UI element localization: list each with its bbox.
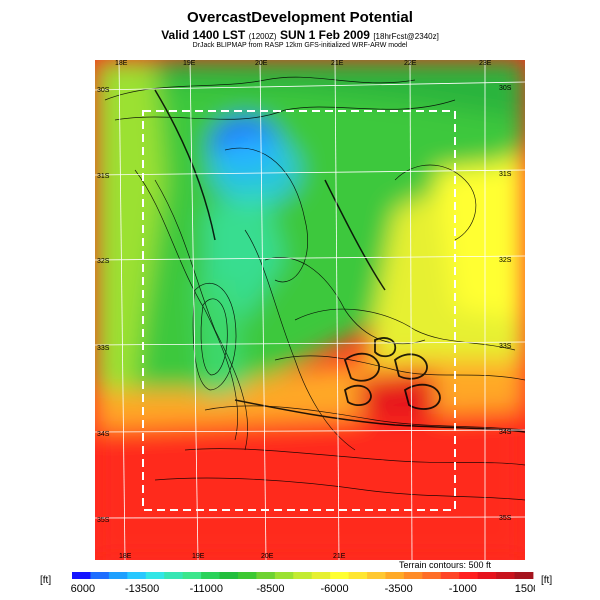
lon-label: 18E: [119, 553, 132, 560]
lat-label: 34S: [97, 431, 110, 438]
lat-label: 31S: [97, 173, 110, 180]
legend-swatch: [385, 572, 405, 579]
lon-label: 20E: [255, 60, 268, 67]
legend-swatch: [311, 572, 331, 579]
lat-label: 30S: [499, 85, 512, 92]
valid-code: (1200Z): [248, 32, 277, 41]
legend-swatch: [403, 572, 423, 579]
lat-label: 35S: [97, 517, 110, 524]
legend-swatch: [348, 572, 368, 579]
legend-tick-label: -1000: [449, 583, 477, 595]
valid-label: Valid 1400 LST: [161, 28, 246, 42]
legend-unit-right: [ft]: [541, 575, 553, 586]
legend-swatch: [237, 572, 257, 579]
lat-label: 32S: [499, 257, 512, 264]
legend-swatch: [90, 572, 110, 579]
legend-swatch: [219, 572, 239, 579]
lon-label: 22E: [404, 60, 417, 67]
lon-label: 18E: [115, 60, 128, 67]
lat-lon-grid: [95, 60, 525, 560]
lon-label: 23E: [479, 60, 492, 67]
lat-label: 35S: [499, 515, 512, 522]
legend-tick-label: -8500: [256, 583, 284, 595]
legend-tick-label: -13500: [125, 583, 159, 595]
forecast-code: [18hrFcst@2340z]: [373, 32, 439, 41]
lat-labels-left: 30S 31S 32S 33S 34S 35S: [97, 87, 110, 524]
legend-tick-label: -11000: [190, 583, 223, 595]
legend-swatch: [440, 572, 460, 579]
lat-label: 31S: [499, 171, 512, 178]
map-title: OvercastDevelopment Potential: [187, 9, 413, 26]
forecast-map: 18E 19E 20E 21E 22E 23E 18E 19E 20E 21E …: [95, 60, 525, 560]
legend-swatch: [127, 572, 147, 579]
legend-swatch: [72, 572, 91, 579]
legend-tick-label: -6000: [321, 583, 349, 595]
lat-label: 33S: [499, 343, 512, 350]
lon-label: 21E: [333, 553, 346, 560]
lon-label: 19E: [183, 60, 196, 67]
lon-label: 21E: [331, 60, 344, 67]
forecast-field: [95, 60, 525, 560]
legend-swatch: [108, 572, 128, 579]
terrain-contours: [104, 76, 525, 501]
inner-domain-boundary: [142, 110, 456, 511]
legend-tick-label: 1500: [515, 583, 535, 595]
legend-swatch: [145, 572, 165, 579]
legend-swatch: [293, 572, 313, 579]
lon-labels-bottom: 18E 19E 20E 21E: [119, 553, 346, 560]
legend-swatch: [496, 572, 515, 579]
legend-swatch: [422, 572, 442, 579]
legend-swatch: [274, 572, 294, 579]
legend-swatch: [459, 572, 479, 579]
legend-swatch: [201, 572, 220, 579]
color-scale-legend: -16000 -13500 -11000 -8500 -6000 -3500 -1000 15…: [70, 572, 535, 595]
lat-label: 30S: [97, 87, 110, 94]
legend-swatch: [330, 572, 349, 579]
valid-time-line: Valid 1400 LST (1200Z) SUN 1 Feb 2009 [1…: [0, 28, 600, 42]
legend-swatch: [477, 572, 497, 579]
legend-swatch: [514, 572, 534, 579]
legend-swatch: [164, 572, 184, 579]
lon-label: 19E: [192, 553, 205, 560]
legend-unit-left: [ft]: [40, 575, 52, 586]
lat-label: 33S: [97, 345, 110, 352]
lon-labels-top: 18E 19E 20E 21E 22E 23E: [115, 60, 492, 67]
legend-swatches: [72, 572, 534, 579]
legend-tick-label: -16000: [70, 583, 95, 595]
legend-labels: -16000 -13500 -11000 -8500 -6000 -3500 -1000 15…: [70, 583, 535, 595]
legend-swatch: [367, 572, 386, 579]
lat-label: 34S: [499, 429, 512, 436]
lat-labels-right: 30S 31S 32S 33S 34S 35S: [499, 85, 512, 522]
legend-swatch: [256, 572, 276, 579]
legend-swatch: [182, 572, 202, 579]
lat-label: 32S: [97, 258, 110, 265]
lon-label: 20E: [261, 553, 274, 560]
valid-date: SUN 1 Feb 2009: [279, 28, 370, 42]
terrain-contour-note: Terrain contours: 500 ft: [399, 560, 492, 570]
model-credit: DrJack BLIPMAP from RASP 12km GFS-initia…: [192, 42, 408, 49]
legend-tick-label: -3500: [385, 583, 413, 595]
